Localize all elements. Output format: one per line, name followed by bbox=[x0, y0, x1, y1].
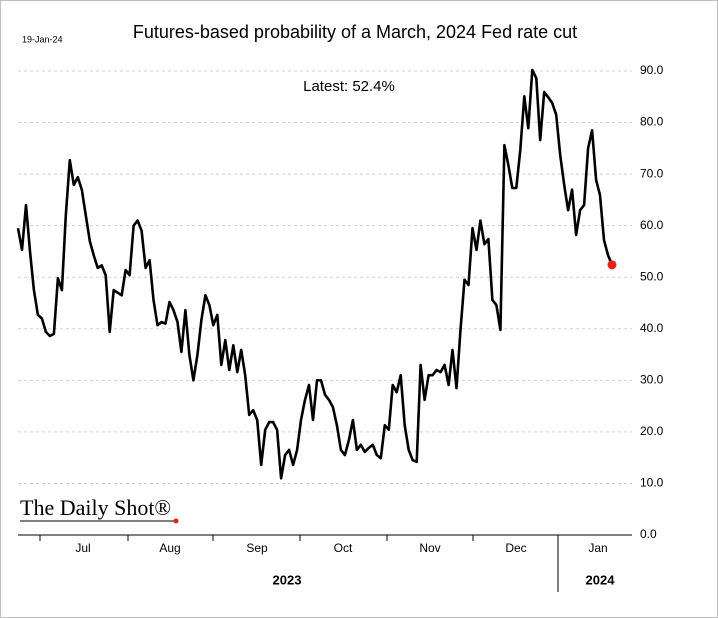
y-tick-label: 40.0 bbox=[640, 321, 664, 335]
x-tick-label: Oct bbox=[334, 541, 353, 555]
y-tick-label: 50.0 bbox=[640, 269, 664, 283]
x-tick-label: Jan bbox=[588, 541, 607, 555]
x-tick-label: Aug bbox=[159, 541, 180, 555]
x-tick-label: Dec bbox=[505, 541, 526, 555]
year-label: 2024 bbox=[586, 572, 616, 587]
x-tick-label: Nov bbox=[419, 541, 440, 555]
y-tick-label: 0.0 bbox=[640, 527, 657, 541]
year-label: 2023 bbox=[273, 572, 302, 587]
y-tick-label: 20.0 bbox=[640, 424, 664, 438]
x-tick-label: Jul bbox=[75, 541, 90, 555]
x-tick-label: Sep bbox=[246, 541, 268, 555]
y-tick-label: 60.0 bbox=[640, 218, 664, 232]
date-stamp: 19-Jan-24 bbox=[22, 34, 63, 44]
y-tick-label: 30.0 bbox=[640, 373, 664, 387]
series-line bbox=[16, 68, 614, 480]
y-tick-label: 10.0 bbox=[640, 476, 664, 490]
y-tick-label: 90.0 bbox=[640, 63, 664, 77]
latest-marker bbox=[607, 260, 617, 270]
chart-title: Futures-based probability of a March, 20… bbox=[133, 22, 577, 42]
source-logo: The Daily Shot® bbox=[20, 495, 171, 520]
y-tick-label: 70.0 bbox=[640, 166, 664, 180]
annotation: Latest: 52.4% bbox=[303, 78, 395, 95]
logo-dot bbox=[173, 518, 179, 524]
y-tick-label: 80.0 bbox=[640, 115, 664, 129]
